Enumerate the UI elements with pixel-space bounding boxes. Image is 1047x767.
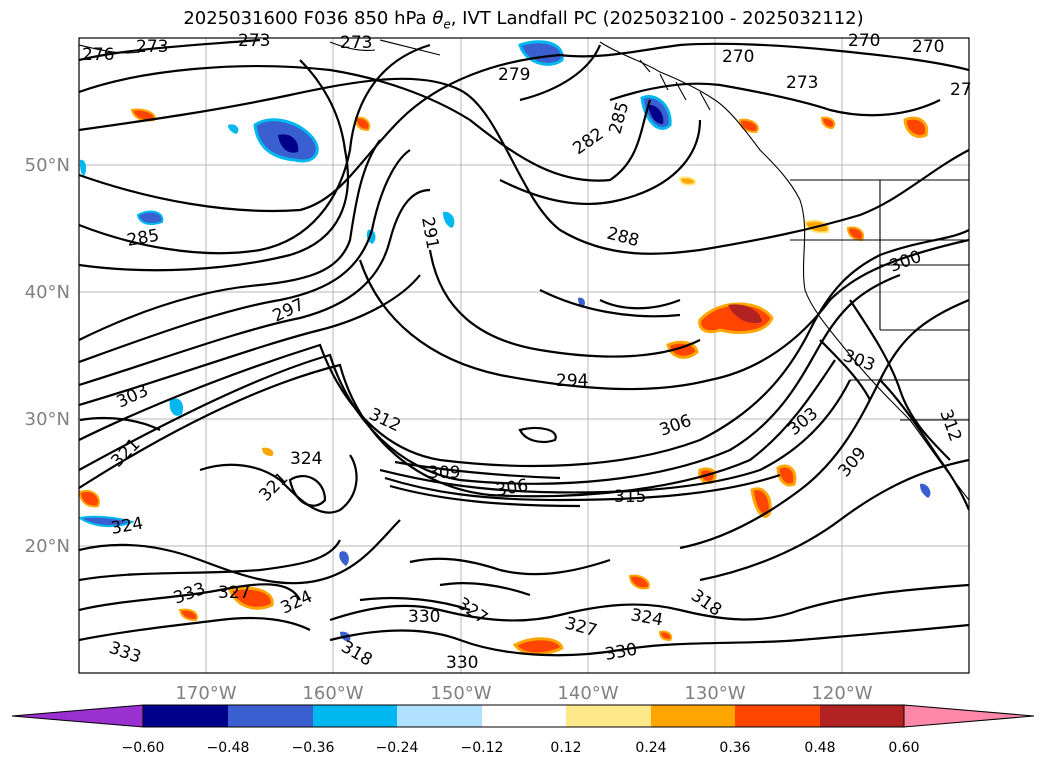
contour-label: 270 [912, 37, 944, 57]
colorbar-tick-label: 0.48 [804, 740, 835, 756]
theta-e-contours [79, 38, 969, 657]
lon-label: 120°W [811, 683, 872, 704]
colorbar-segment [820, 705, 904, 727]
lat-label: 50°N [25, 155, 70, 176]
negative-anomaly-patches [79, 40, 931, 642]
colorbar-extend-max [903, 704, 1035, 728]
colorbar-tick-label: −0.48 [207, 740, 250, 756]
map-title: 2025031600 F036 850 hPa θe, IVT Landfall… [183, 8, 864, 32]
colorbar-extend-min [11, 704, 144, 728]
contour-label: 279 [498, 65, 530, 85]
lat-label: 40°N [25, 282, 70, 303]
lon-label: 170°W [175, 683, 236, 704]
lat-label: 20°N [25, 536, 70, 557]
contour-label: 330 [408, 607, 440, 627]
colorbar-segment [566, 705, 651, 727]
colorbar-segment [313, 705, 397, 727]
contour-label: 315 [614, 487, 646, 507]
colorbar-tick-label: −0.24 [376, 740, 419, 756]
contour-label: 273 [340, 33, 372, 53]
contour-label: 294 [556, 371, 588, 391]
colorbar-segment [143, 705, 228, 727]
lon-label: 140°W [557, 683, 618, 704]
colorbar-tick-label: −0.60 [122, 740, 165, 756]
colorbar-tick-label: −0.36 [292, 740, 335, 756]
colorbar-tick-label: 0.12 [550, 740, 581, 756]
contour-label: 273 [238, 31, 270, 51]
latitude-labels: 50°N 40°N 30°N 20°N [25, 155, 70, 557]
lat-label: 30°N [25, 409, 70, 430]
colorbar-segment [228, 705, 313, 727]
positive-anomaly-patches [79, 108, 929, 656]
colorbar-tick-label: 0.24 [635, 740, 666, 756]
lon-label: 160°W [302, 683, 363, 704]
contour-label: 327 [218, 583, 250, 603]
colorbar-segment [651, 705, 735, 727]
contour-label: 330 [446, 653, 478, 673]
colorbar: −0.60 −0.48 −0.36 −0.24 −0.12 0.12 0.24 … [11, 704, 1035, 756]
contour-label: 270 [722, 47, 754, 67]
lon-label: 130°W [684, 683, 745, 704]
contour-label: 324 [290, 449, 322, 469]
colorbar-segment [397, 705, 482, 727]
lon-label: 150°W [430, 683, 491, 704]
longitude-labels: 170°W 160°W 150°W 140°W 130°W 120°W [175, 683, 872, 704]
gridlines [79, 38, 969, 673]
contour-label: 276 [82, 45, 114, 65]
map-frame [78, 37, 970, 674]
colorbar-tick-label: 0.60 [888, 740, 919, 756]
contour-label: 309 [428, 463, 460, 483]
coastlines [79, 39, 969, 501]
colorbar-tick-label: −0.12 [461, 740, 504, 756]
colorbar-tick-label: 0.36 [719, 740, 750, 756]
colorbar-segment [735, 705, 820, 727]
contour-label: 273 [136, 37, 168, 57]
plot-area [79, 38, 969, 673]
contour-label: 270 [848, 31, 880, 51]
colorbar-segment [482, 705, 566, 727]
contour-label: 27 [950, 80, 972, 100]
contour-label: 273 [786, 73, 818, 93]
